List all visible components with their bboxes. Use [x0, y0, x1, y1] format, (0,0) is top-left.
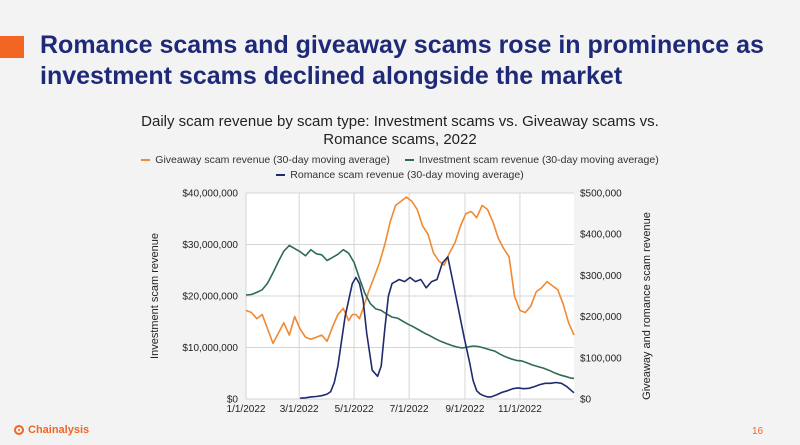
legend-swatch-investment [404, 159, 414, 162]
y-left-tick-label: $40,000,000 [182, 189, 238, 200]
legend-label-investment: Investment scam revenue (30-day moving a… [418, 154, 659, 166]
brand-logo: Chainalysis [14, 424, 89, 436]
legend-entry-romance: Romance scam revenue (30-day moving aver… [276, 168, 524, 183]
x-tick-label: 11/1/2022 [498, 404, 542, 415]
chart-title: Daily scam revenue by scam type: Investm… [141, 113, 659, 148]
y-right-tick-label: $300,000 [580, 271, 622, 282]
chart-legend: Giveaway scam revenue (30-day moving ave… [130, 153, 670, 183]
x-tick-label: 1/1/2022 [227, 404, 266, 415]
x-tick-label: 3/1/2022 [280, 404, 319, 415]
x-tick-label: 9/1/2022 [445, 404, 484, 415]
series-line-investment [245, 244, 575, 380]
x-tick-label: 7/1/2022 [390, 404, 429, 415]
legend-entry-investment: Investment scam revenue (30-day moving a… [404, 153, 659, 168]
legend-label-giveaway: Giveaway scam revenue (30-day moving ave… [155, 154, 390, 166]
page-number: 16 [752, 426, 764, 437]
legend-label-romance: Romance scam revenue (30-day moving aver… [290, 169, 524, 181]
brand-name: Chainalysis [28, 424, 90, 436]
y-right-axis-title: Giveaway and romance scam revenue [641, 212, 653, 400]
y-left-tick-label: $20,000,000 [182, 292, 238, 303]
accent-block [0, 36, 24, 58]
y-right-tick-label: $100,000 [580, 353, 622, 364]
y-right-tick-label: $400,000 [580, 230, 622, 241]
y-right-tick-label: $200,000 [580, 312, 622, 323]
x-tick-label: 5/1/2022 [335, 404, 374, 415]
y-left-tick-label: $10,000,000 [182, 343, 238, 354]
legend-swatch-romance [276, 174, 286, 177]
legend-swatch-giveaway [141, 159, 151, 162]
series-line-giveaway [245, 196, 575, 345]
y-left-tick-label: $0 [227, 395, 239, 406]
y-left-tick-label: $30,000,000 [182, 240, 238, 251]
series-line-romance [300, 256, 575, 399]
legend-entry-giveaway: Giveaway scam revenue (30-day moving ave… [141, 153, 390, 168]
y-left-axis-title: Investment scam revenue [149, 233, 161, 359]
slide-headline: Romance scams and giveaway scams rose in… [40, 31, 764, 90]
chainalysis-logo-icon [14, 425, 24, 435]
y-right-tick-label: $500,000 [580, 189, 622, 200]
y-right-tick-label: $0 [580, 395, 592, 406]
